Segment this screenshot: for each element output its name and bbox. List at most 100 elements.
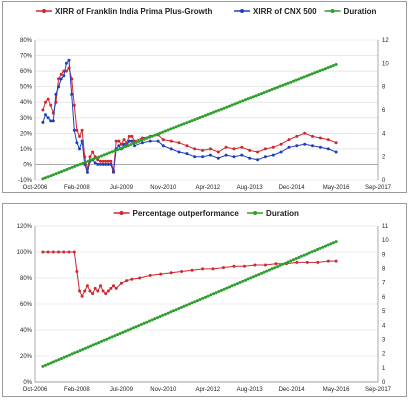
data-point — [57, 171, 61, 175]
data-point — [116, 148, 119, 152]
data-point — [209, 293, 213, 297]
data-point — [323, 67, 327, 71]
data-point — [211, 267, 215, 271]
data-point — [92, 157, 95, 161]
data-point — [127, 139, 131, 143]
data-point — [62, 169, 66, 172]
x-axis: Oct-2006 Feb-2008 Jul-2009 Nov-2010 Apr-2012… — [23, 185, 392, 191]
data-point — [85, 284, 89, 288]
data-point — [64, 61, 68, 65]
data-point — [220, 288, 223, 292]
y-right-tick-label: 6 — [382, 295, 386, 301]
data-point — [295, 144, 299, 148]
data-point — [150, 318, 154, 322]
data-point — [78, 349, 82, 352]
data-point — [331, 64, 335, 67]
x-tick-label: May-2016 — [323, 185, 350, 191]
data-point — [241, 99, 245, 103]
data-point — [72, 250, 76, 254]
data-point — [185, 144, 189, 148]
data-point — [44, 113, 47, 117]
data-point — [174, 308, 178, 312]
data-point — [106, 159, 110, 163]
data-point — [270, 267, 274, 271]
data-point — [204, 295, 207, 299]
data-point — [80, 139, 84, 143]
data-point — [208, 147, 212, 151]
data-point — [193, 155, 197, 159]
data-point — [122, 138, 126, 142]
data-point — [57, 85, 61, 89]
data-point — [323, 244, 327, 248]
y-left-tick-label: 0% — [23, 162, 32, 168]
data-point — [252, 275, 255, 279]
data-point — [70, 92, 74, 96]
legend-label: Percentage outperformance — [133, 209, 240, 218]
data-point — [177, 124, 181, 128]
data-point — [109, 162, 113, 166]
data-point — [297, 77, 301, 81]
data-point — [313, 249, 317, 253]
data-point — [166, 128, 170, 132]
data-point — [303, 131, 307, 135]
legend-entry-xirr-of-cnx-500: XIRR of CNX 500 — [234, 7, 317, 16]
data-point — [225, 105, 229, 109]
data-point — [100, 154, 103, 158]
data-point — [305, 260, 309, 264]
data-point — [96, 289, 100, 293]
data-point — [222, 287, 226, 291]
data-point — [93, 161, 97, 165]
data-point — [265, 90, 269, 93]
data-point — [316, 260, 320, 264]
legend-label: XIRR of Franklin India Prima Plus-Growth — [55, 7, 212, 16]
data-point — [292, 258, 295, 262]
data-point — [222, 106, 226, 110]
data-point — [109, 159, 113, 163]
data-point — [92, 343, 95, 347]
data-point — [268, 268, 271, 272]
data-point — [216, 150, 220, 154]
data-point — [246, 97, 250, 101]
data-point — [62, 250, 66, 254]
series-line — [42, 66, 337, 171]
data-point — [118, 147, 122, 151]
data-point — [41, 364, 45, 368]
data-point — [89, 158, 93, 162]
data-point — [44, 176, 47, 180]
data-point — [230, 284, 234, 288]
data-point — [254, 274, 258, 278]
data-point — [60, 357, 63, 360]
data-point — [104, 162, 108, 166]
legend: XIRR of Franklin India Prima Plus-Growth… — [36, 7, 377, 16]
data-point — [59, 77, 63, 81]
data-point — [334, 63, 338, 66]
x-tick-label: Dec-2014 — [279, 387, 306, 393]
data-point — [72, 128, 76, 132]
x-tick-label: Aug-2013 — [237, 387, 264, 393]
data-point — [185, 303, 189, 307]
data-point — [236, 101, 239, 105]
data-point — [80, 128, 84, 132]
data-point — [57, 358, 61, 362]
data-point — [305, 252, 309, 256]
data-point — [164, 312, 167, 316]
data-point — [318, 69, 322, 73]
x-tick-label: Sep-2017 — [365, 387, 392, 393]
data-point — [100, 339, 103, 343]
y-left-tick-label: 80% — [20, 276, 33, 282]
data-point — [216, 156, 220, 160]
data-point — [292, 79, 295, 83]
data-point — [124, 145, 127, 149]
data-point — [212, 110, 215, 114]
data-point — [44, 363, 47, 367]
data-point — [41, 250, 45, 254]
data-point — [158, 131, 162, 135]
data-point — [295, 260, 299, 264]
data-point — [54, 359, 58, 363]
data-point — [112, 170, 115, 174]
data-point — [177, 307, 181, 310]
data-point — [70, 352, 74, 356]
x-tick-label: Apr-2012 — [195, 185, 220, 191]
x-tick-label: Nov-2010 — [150, 185, 177, 191]
data-point — [180, 123, 183, 127]
